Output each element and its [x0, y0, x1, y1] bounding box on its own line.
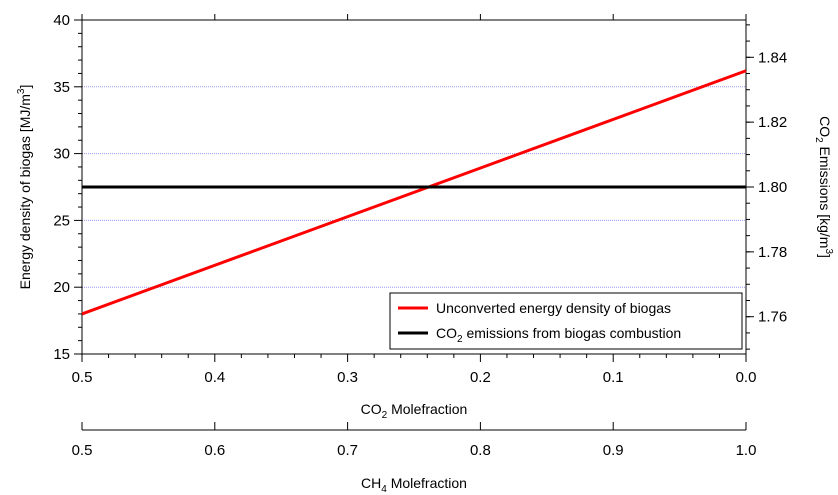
- y-left-tick-label: 40: [53, 12, 70, 29]
- y-right-tick-label: 1.84: [758, 49, 787, 66]
- x-primary-tick-label: 0.1: [603, 369, 624, 386]
- x-primary-tick-label: 0.4: [204, 369, 225, 386]
- y-left-tick-label: 35: [53, 79, 70, 96]
- x-secondary-tick-label: 1.0: [736, 442, 757, 459]
- series-energy-density-line: [81, 69, 747, 316]
- x-axis-primary-title: CO2 Molefraction: [361, 401, 468, 421]
- y-right-tick-label: 1.80: [758, 179, 787, 196]
- y-axis-left-title: Energy density of biogas [MJ/m3]: [16, 85, 33, 290]
- y-left-tick-label: 30: [53, 146, 70, 163]
- x-primary-tick-label: 0.5: [72, 369, 93, 386]
- axis-ticks: [74, 14, 754, 431]
- legend-label-co2-emissions: CO2 emissions from biogas combustion: [436, 325, 681, 345]
- x-secondary-tick-label: 0.6: [204, 442, 225, 459]
- x-primary-tick-label: 0.2: [470, 369, 491, 386]
- y-left-tick-label: 15: [53, 346, 70, 363]
- x-secondary-tick-label: 0.7: [337, 442, 358, 459]
- grid-lines: [82, 86, 746, 288]
- x-secondary-tick-label: 0.8: [470, 442, 491, 459]
- legend-label-energy-density: Unconverted energy density of biogas: [436, 300, 671, 316]
- x-primary-tick-label: 0.0: [736, 369, 757, 386]
- x-axis-secondary-title: CH4 Molefraction: [361, 475, 467, 495]
- y-axis-right-title: CO2 Emissions [kg/m3]: [813, 116, 834, 258]
- y-left-tick-label: 25: [53, 212, 70, 229]
- y-left-tick-label: 20: [53, 279, 70, 296]
- y-right-tick-label: 1.78: [758, 244, 787, 261]
- series-lines: [81, 69, 747, 316]
- x-secondary-tick-label: 0.9: [603, 442, 624, 459]
- legend-box: [389, 292, 743, 350]
- tick-labels: 15 20 25 30 35 40 1.76 1.78 1.80 1.82 1.84 0.5 0.4 0.…: [53, 12, 787, 459]
- y-right-tick-label: 1.76: [758, 309, 787, 326]
- x-secondary-tick-label: 0.5: [72, 442, 93, 459]
- x-primary-tick-label: 0.3: [337, 369, 358, 386]
- y-right-tick-label: 1.82: [758, 114, 787, 131]
- legend: Unconverted energy density of biogas CO2…: [389, 292, 743, 350]
